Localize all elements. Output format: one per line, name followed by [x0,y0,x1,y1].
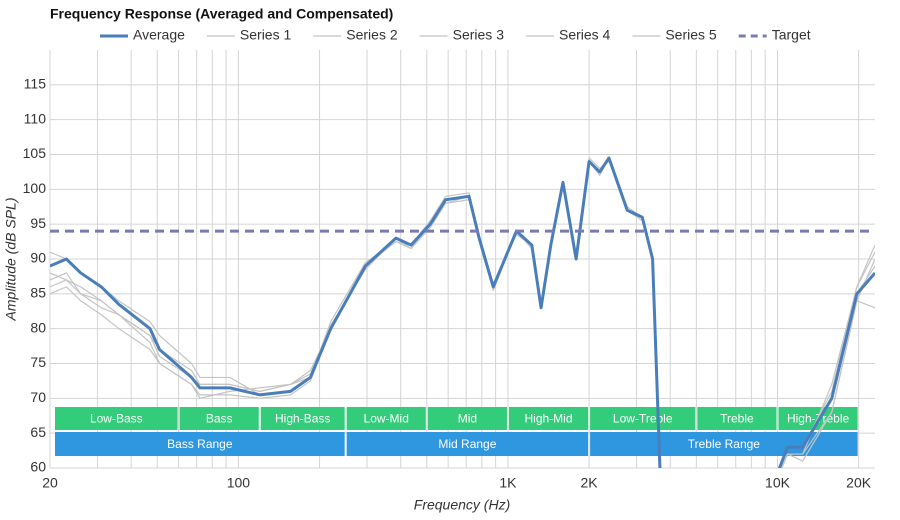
y-tick-label: 70 [30,389,46,405]
band-label: Low-Treble [613,412,673,426]
legend-label: Series 5 [665,27,717,43]
y-tick-label: 60 [30,459,46,475]
grid: 60 65 70 75 80 85 90 95 100 105 110 115 20 100 1K 2K 10K… [23,50,875,491]
band [179,407,259,430]
y-tick-label: 80 [30,319,46,335]
y-tick-label: 85 [30,285,46,301]
bands: Low-Bass Bass High-Bass Low-Mid Mid High-Mid L… [55,407,858,456]
y-tick-label: 65 [30,424,46,440]
legend-label: Target [772,27,811,43]
band-label: Mid Range [438,437,496,451]
band-label: Mid [458,412,477,426]
band [508,407,589,430]
y-tick-label: 110 [24,110,47,126]
band [697,407,777,430]
band-label: Bass Range [167,437,233,451]
legend: Average Series 1 Series 2 Series 3 Series 4 S… [100,27,811,43]
y-tick-label: 95 [30,215,46,231]
band-label: Low-Mid [364,412,409,426]
band [346,432,589,456]
x-tick-label: 2K [581,475,599,491]
band [427,407,507,430]
band-label: Treble [720,412,754,426]
legend-label: Series 4 [559,27,611,43]
lines [50,156,875,468]
band-label: High-Mid [525,412,573,426]
band-label: Low-Bass [90,412,143,426]
band [55,432,345,456]
legend-label: Series 3 [453,27,505,43]
y-tick-label: 115 [24,76,47,92]
x-tick-label: 1K [499,475,517,491]
y-tick-label: 75 [30,354,46,370]
x-tick-label: 10K [765,475,791,491]
x-tick-label: 20 [42,475,58,491]
chart-title: Frequency Response (Averaged and Compens… [50,6,393,22]
x-axis-title: Frequency (Hz) [414,497,510,513]
y-tick-label: 100 [23,180,47,196]
band [590,407,696,430]
band [260,407,345,430]
band-label: Bass [206,412,233,426]
y-axis-title: Amplitude (dB SPL) [3,198,19,322]
x-tick-label: 100 [227,475,251,491]
legend-label: Series 2 [346,27,398,43]
y-tick-label: 105 [23,145,47,161]
band-label: High-Bass [275,412,330,426]
series-line [50,156,875,468]
legend-label: Series 1 [240,27,292,43]
legend-label: Average [133,27,185,43]
band-label: Treble Range [688,437,761,451]
band [346,407,426,430]
band [55,407,178,430]
x-tick-label: 20K [846,475,872,491]
y-tick-label: 90 [30,250,46,266]
